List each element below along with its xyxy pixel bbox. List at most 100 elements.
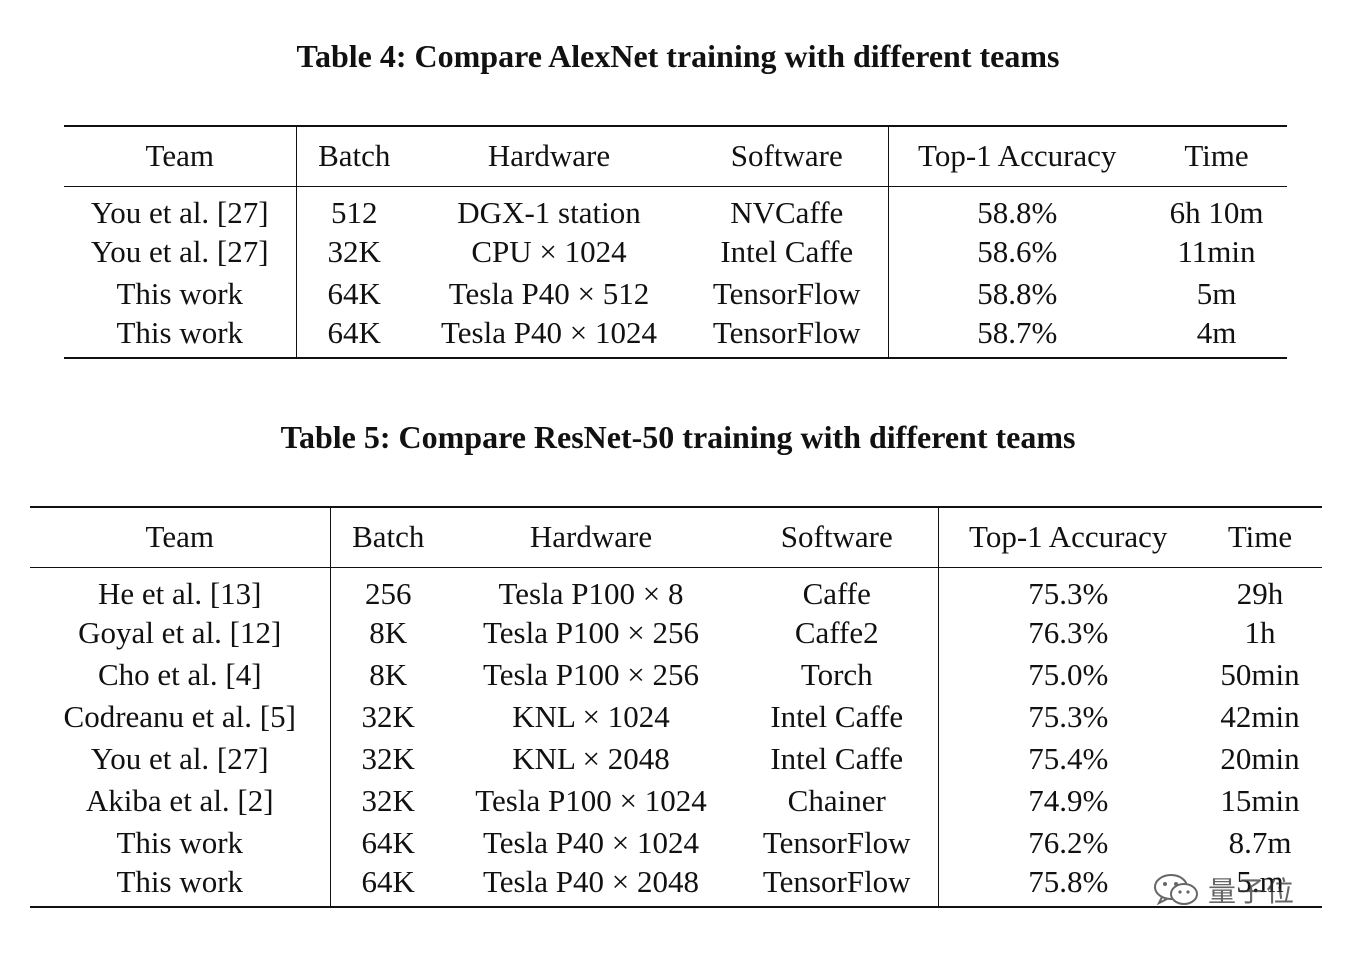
- cell-hardware: DGX-1 station: [457, 194, 641, 230]
- cell-batch: 256: [365, 575, 412, 611]
- cell-accuracy: 76.2%: [1028, 824, 1109, 860]
- wechat-icon: [1154, 874, 1198, 906]
- cell-accuracy: 75.3%: [1028, 575, 1109, 611]
- cell-software: Torch: [736, 653, 939, 696]
- cell-accuracy: 74.9%: [1028, 782, 1109, 818]
- cell-time: 11min: [1177, 233, 1256, 269]
- table-row: This work 64K Tesla P40 × 1024 TensorFlow 76…: [30, 821, 1322, 864]
- cell-software: TensorFlow: [686, 272, 889, 315]
- table5-header-batch: Batch: [330, 506, 446, 568]
- cell-time: 29h: [1236, 575, 1284, 611]
- cell-time: 8.7m: [1228, 824, 1292, 860]
- table5-header-hardware: Hardware: [446, 506, 736, 568]
- cell-hardware: Tesla P40 × 512: [448, 275, 650, 311]
- cell-team: This work: [64, 272, 297, 315]
- cell-accuracy: 76.3%: [1028, 614, 1109, 650]
- cell-team: Akiba et al. [2]: [30, 779, 331, 822]
- table4-header-software: Software: [686, 125, 889, 187]
- cell-team: Codreanu et al. [5]: [30, 695, 331, 738]
- cell-time: 4m: [1146, 314, 1287, 359]
- cell-hardware: Tesla P40 × 1024: [412, 314, 686, 359]
- cell-software: Caffe2: [736, 611, 939, 654]
- cell-time: 1h: [1244, 614, 1276, 650]
- table-row: Cho et al. [4] 8K Tesla P100 × 256 Torch 75.…: [30, 653, 1322, 696]
- cell-software: TensorFlow: [686, 314, 889, 359]
- cell-batch: 64K: [327, 275, 381, 311]
- cell-team: This work: [64, 314, 297, 359]
- cell-team: You et al. [27]: [64, 230, 297, 273]
- table-row: You et al. [27] 32K CPU × 1024 Intel Caffe 5…: [64, 230, 1287, 273]
- cell-team: This work: [30, 863, 331, 908]
- cell-accuracy: 58.8%: [977, 275, 1058, 311]
- cell-team: This work: [30, 821, 331, 864]
- cell-time: 50min: [1220, 656, 1300, 692]
- cell-batch: 512: [331, 194, 378, 230]
- table-row: He et al. [13] 256 Tesla P100 × 8 Caffe 75.3…: [30, 567, 1322, 612]
- table5-header-software: Software: [736, 506, 939, 568]
- cell-software: TensorFlow: [736, 863, 939, 908]
- cell-batch: 32K: [361, 782, 415, 818]
- table4-body: You et al. [27] 512 DGX-1 station NVCaffe 58…: [64, 186, 1287, 359]
- table4-header-accuracy: Top-1 Accuracy: [888, 125, 1146, 187]
- table5: Team Batch Hardware Software Top-1 Accur…: [30, 506, 1322, 908]
- cell-batch: 8K: [369, 656, 408, 692]
- table-row: Codreanu et al. [5] 32K KNL × 1024 Intel Ca…: [30, 695, 1322, 738]
- table5-caption: Table 5: Compare ResNet-50 training with…: [280, 419, 1076, 455]
- table4: Team Batch Hardware Software Top-1 Accur…: [64, 125, 1287, 359]
- table4-header-team: Team: [64, 125, 297, 187]
- cell-team: You et al. [27]: [30, 737, 331, 780]
- cell-team: Goyal et al. [12]: [30, 611, 331, 654]
- cell-time: 20min: [1220, 740, 1300, 776]
- cell-accuracy: 75.0%: [1028, 656, 1109, 692]
- cell-batch: 64K: [330, 863, 446, 908]
- table-row: Goyal et al. [12] 8K Tesla P100 × 256 Caffe…: [30, 611, 1322, 654]
- cell-batch: 64K: [296, 314, 412, 359]
- cell-hardware: KNL × 1024: [512, 698, 670, 734]
- cell-team: Cho et al. [4]: [30, 653, 331, 696]
- table4-caption: Table 4: Compare AlexNet training with d…: [296, 38, 1060, 74]
- cell-hardware: Tesla P100 × 1024: [475, 782, 707, 818]
- cell-accuracy: 58.6%: [977, 233, 1058, 269]
- cell-team: He et al. [13]: [30, 567, 331, 612]
- cell-time: 5.m: [1198, 863, 1322, 908]
- table5-header-accuracy: Top-1 Accuracy: [938, 506, 1198, 568]
- cell-accuracy: 75.8%: [938, 863, 1198, 908]
- table4-header-batch: Batch: [296, 125, 412, 187]
- table4-header-time: Time: [1146, 125, 1287, 187]
- cell-time: 6h 10m: [1169, 194, 1264, 230]
- table5-header-team: Team: [30, 506, 331, 568]
- cell-hardware: Tesla P100 × 256: [483, 656, 699, 692]
- cell-software: TensorFlow: [736, 821, 939, 864]
- table-row: This work 64K Tesla P40 × 2048 TensorFlow 75…: [30, 863, 1322, 908]
- table5-header-time: Time: [1198, 506, 1322, 568]
- cell-accuracy: 75.3%: [1028, 698, 1109, 734]
- cell-hardware: CPU × 1024: [471, 233, 627, 269]
- table-row: This work 64K Tesla P40 × 1024 TensorFlow 58…: [64, 314, 1287, 359]
- cell-software: Intel Caffe: [736, 737, 939, 780]
- cell-team: You et al. [27]: [64, 186, 297, 231]
- cell-software: Intel Caffe: [736, 695, 939, 738]
- cell-accuracy: 58.8%: [977, 194, 1058, 230]
- cell-accuracy: 58.7%: [888, 314, 1146, 359]
- cell-time: 15min: [1220, 782, 1300, 818]
- cell-batch: 8K: [369, 614, 408, 650]
- cell-hardware: KNL × 2048: [512, 740, 670, 776]
- cell-accuracy: 75.4%: [1028, 740, 1109, 776]
- table-row: This work 64K Tesla P40 × 512 TensorFlow 58.…: [64, 272, 1287, 315]
- table-row: You et al. [27] 512 DGX-1 station NVCaffe 58…: [64, 186, 1287, 231]
- cell-software: Intel Caffe: [686, 230, 889, 273]
- cell-time: 5m: [1196, 275, 1237, 311]
- table4-header-hardware: Hardware: [412, 125, 686, 187]
- cell-hardware: Tesla P100 × 256: [483, 614, 699, 650]
- cell-batch: 32K: [361, 698, 415, 734]
- watermark-text: 量子位: [1208, 875, 1296, 908]
- cell-software: Caffe: [736, 567, 939, 612]
- table-row: Akiba et al. [2] 32K Tesla P100 × 1024 Chai…: [30, 779, 1322, 822]
- cell-batch: 32K: [327, 233, 381, 269]
- cell-hardware: Tesla P40 × 1024: [483, 824, 699, 860]
- cell-batch: 32K: [361, 740, 415, 776]
- cell-batch: 64K: [361, 824, 415, 860]
- table5-header-row: Team Batch Hardware Software Top-1 Accur…: [30, 506, 1322, 568]
- watermark: 量子位: [1152, 868, 1322, 912]
- cell-time: 42min: [1220, 698, 1300, 734]
